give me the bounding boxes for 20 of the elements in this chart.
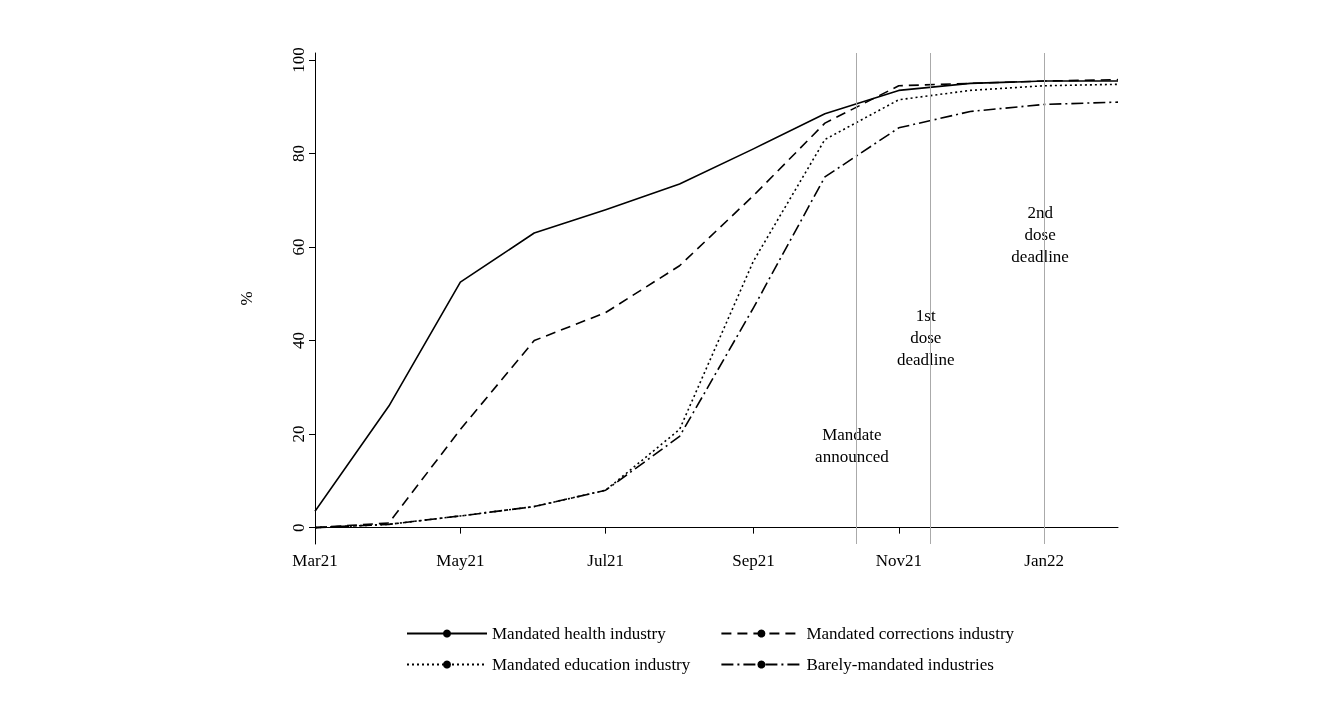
ref-line-label: Mandate announced [815, 425, 890, 467]
y-tick-label: 40 [289, 332, 308, 350]
x-tick-label: May21 [436, 551, 485, 570]
x-tick-label: Jul21 [587, 551, 625, 570]
legend-label: Mandated health industry [492, 624, 667, 643]
y-tick-label: 60 [289, 238, 308, 256]
ref-line-label: 2nd dose deadline [1011, 203, 1069, 267]
y-tick-label: 0 [289, 523, 308, 532]
x-tick-label: Sep21 [732, 551, 775, 570]
x-tick-label: Mar21 [292, 551, 338, 570]
y-axis-title: % [237, 291, 256, 306]
y-tick-label: 100 [289, 47, 308, 73]
y-tick-label: 80 [289, 145, 308, 163]
x-tick-label: Nov21 [875, 551, 922, 570]
ref-line-label: 1st dose deadline [896, 306, 955, 370]
x-tick-label: Jan22 [1024, 551, 1064, 570]
legend-label: Mandated corrections industry [806, 624, 1015, 643]
legend-label: Barely-mandated industries [806, 655, 994, 674]
legend-label: Mandated education industry [492, 655, 691, 674]
y-tick-label: 20 [289, 425, 308, 443]
